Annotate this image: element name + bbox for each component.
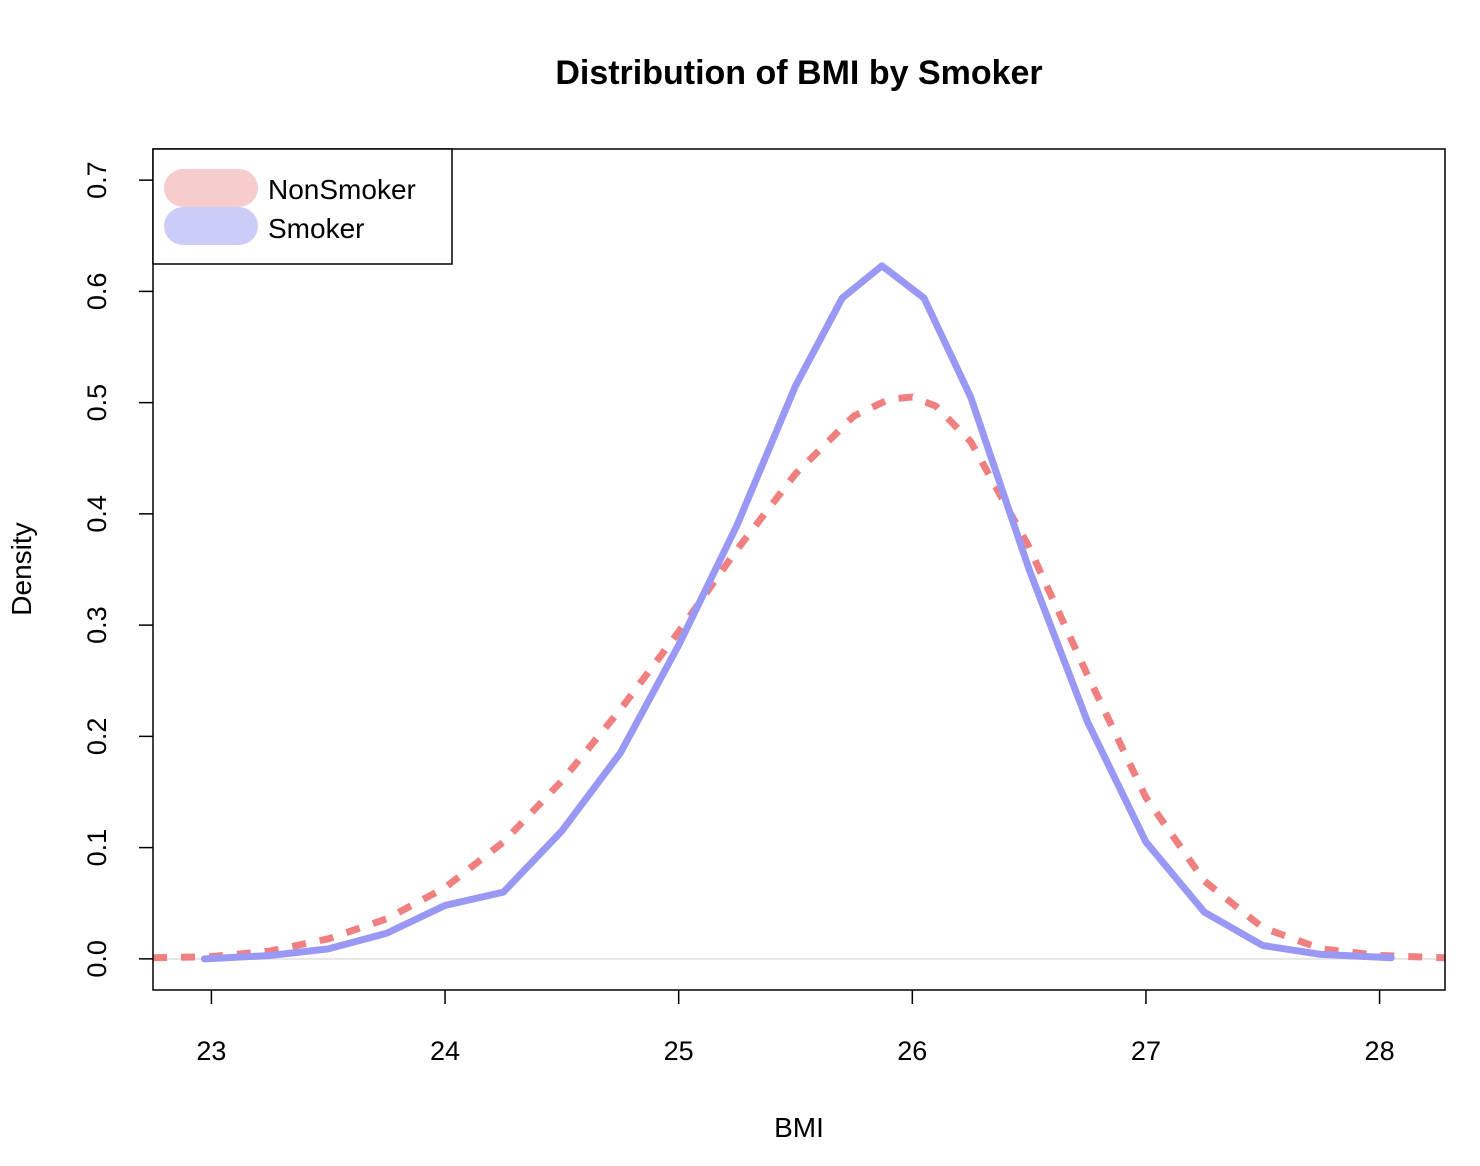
x-axis-label: BMI xyxy=(774,1112,824,1143)
legend-label-nonsmoker: NonSmoker xyxy=(268,174,416,205)
plot-area xyxy=(152,262,1446,963)
y-tick-label: 0.2 xyxy=(82,718,112,756)
y-tick-label: 0.3 xyxy=(82,606,112,644)
y-tick-label: 0.5 xyxy=(82,384,112,422)
y-tick-label: 0.7 xyxy=(82,161,112,199)
y-tick-label: 0.0 xyxy=(82,940,112,978)
x-tick-label: 27 xyxy=(1131,1036,1161,1066)
chart-title: Distribution of BMI by Smoker xyxy=(555,54,1042,92)
series-line-nonsmoker xyxy=(152,393,1446,962)
plot-frame xyxy=(152,148,1446,991)
x-tick-label: 25 xyxy=(664,1036,694,1066)
legend-label-smoker: Smoker xyxy=(268,213,364,244)
y-axis-label: Density xyxy=(6,522,37,615)
x-tick-label: 28 xyxy=(1365,1036,1395,1066)
legend: NonSmoker Smoker xyxy=(152,148,453,265)
x-tick-label: 23 xyxy=(196,1036,226,1066)
axes: 23 24 25 26 27 28 0.0 0.1 0.2 0.3 0.4 0.5 0.6 0.7 xyxy=(82,161,1395,1066)
y-tick-label: 0.6 xyxy=(82,273,112,311)
y-tick-label: 0.1 xyxy=(82,829,112,867)
y-tick-label: 0.4 xyxy=(82,495,112,533)
x-tick-label: 24 xyxy=(430,1036,460,1066)
x-tick-label: 26 xyxy=(897,1036,927,1066)
series-line-smoker xyxy=(200,262,1395,963)
